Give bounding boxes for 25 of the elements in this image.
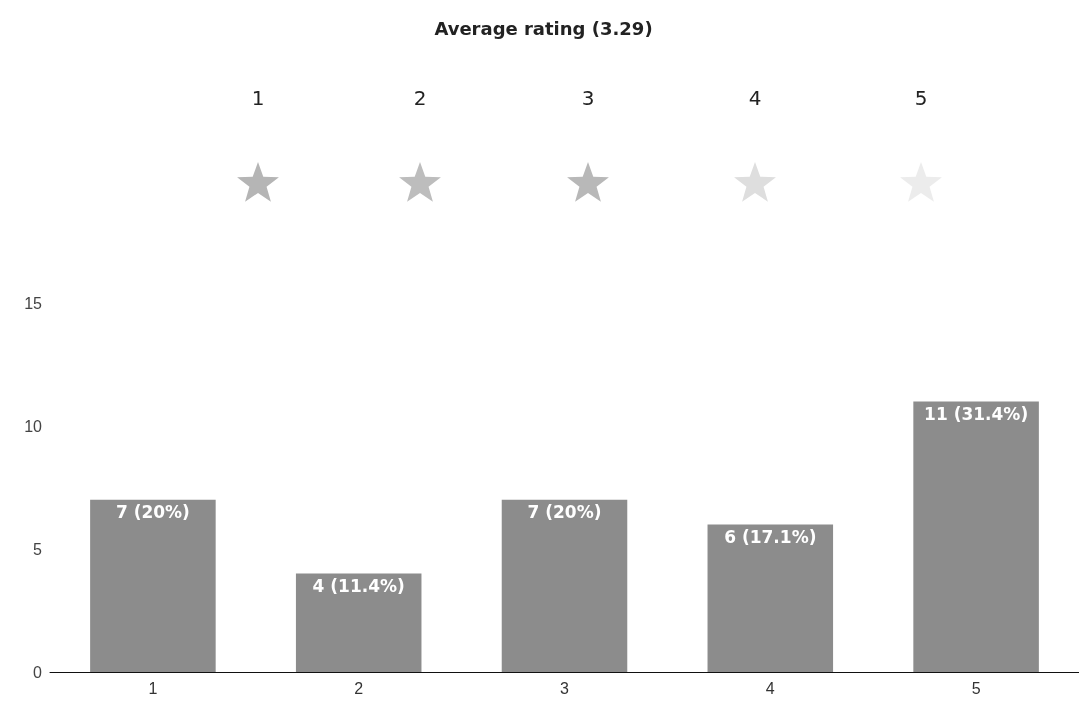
y-tick-label: 10 — [24, 417, 43, 435]
y-tick-label: 5 — [33, 540, 43, 558]
text: 5 — [914, 86, 928, 110]
x-tick-label: 4 — [765, 679, 775, 697]
bar — [501, 499, 628, 672]
bar — [913, 401, 1039, 672]
data-label: 11 (31.4%) — [924, 403, 1029, 424]
bar — [707, 524, 834, 672]
y-tick-label: 15 — [24, 294, 43, 312]
bar — [295, 573, 422, 672]
x-tick-label: 1 — [148, 679, 158, 697]
x-tick-label: 5 — [971, 679, 981, 697]
x-tick-label: 3 — [560, 679, 570, 697]
text: 4 — [748, 86, 762, 110]
y-tick-label: 0 — [33, 663, 43, 681]
text: 3 — [581, 86, 595, 110]
chart-title: Average rating (3.29) — [434, 17, 653, 39]
data-label: 7 (20%) — [115, 502, 190, 523]
text: 1 — [251, 86, 265, 110]
bar — [90, 499, 216, 672]
data-label: 6 (17.1%) — [724, 526, 817, 547]
data-label: 4 (11.4%) — [312, 576, 405, 597]
text: 2 — [413, 86, 427, 110]
data-label: 7 (20%) — [527, 502, 602, 523]
x-tick-label: 2 — [354, 679, 364, 697]
